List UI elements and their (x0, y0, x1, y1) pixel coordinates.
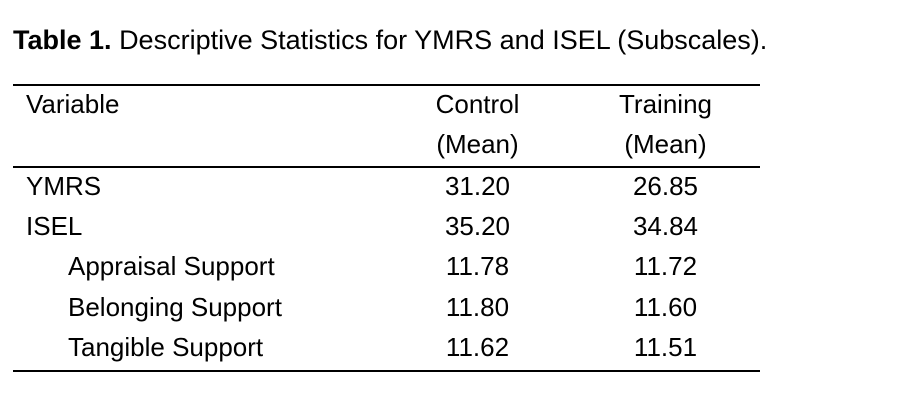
row-variable: Belonging Support (68, 292, 282, 322)
table-caption-label: Table 1. (13, 25, 112, 55)
header-control-line1: Control (435, 89, 520, 119)
table-top-rule (13, 84, 760, 86)
header-variable: Variable (26, 89, 120, 119)
header-training-line2: (Mean) (624, 129, 707, 159)
row-control-value: 11.62 (445, 332, 510, 362)
row-training-value: 11.51 (633, 332, 698, 362)
row-variable: ISEL (26, 211, 83, 241)
table-bottom-rule (13, 370, 760, 372)
header-control-line2: (Mean) (436, 129, 519, 159)
row-training-value: 34.84 (632, 211, 699, 241)
table-header-rule (13, 166, 760, 168)
row-control-value: 31.20 (444, 171, 511, 201)
table-caption-title: Descriptive Statistics for YMRS and ISEL… (119, 25, 768, 55)
table-caption: Table 1. Descriptive Statistics for YMRS… (13, 22, 767, 58)
row-control-value: 11.80 (445, 292, 510, 322)
row-variable: Appraisal Support (68, 251, 275, 281)
row-training-value: 11.60 (633, 292, 698, 322)
row-training-value: 11.72 (633, 251, 698, 281)
row-control-value: 11.78 (445, 251, 510, 281)
row-variable: Tangible Support (68, 332, 264, 362)
row-variable: YMRS (26, 171, 102, 201)
row-training-value: 26.85 (632, 171, 699, 201)
row-control-value: 35.20 (444, 211, 511, 241)
header-training-line1: Training (619, 89, 712, 119)
